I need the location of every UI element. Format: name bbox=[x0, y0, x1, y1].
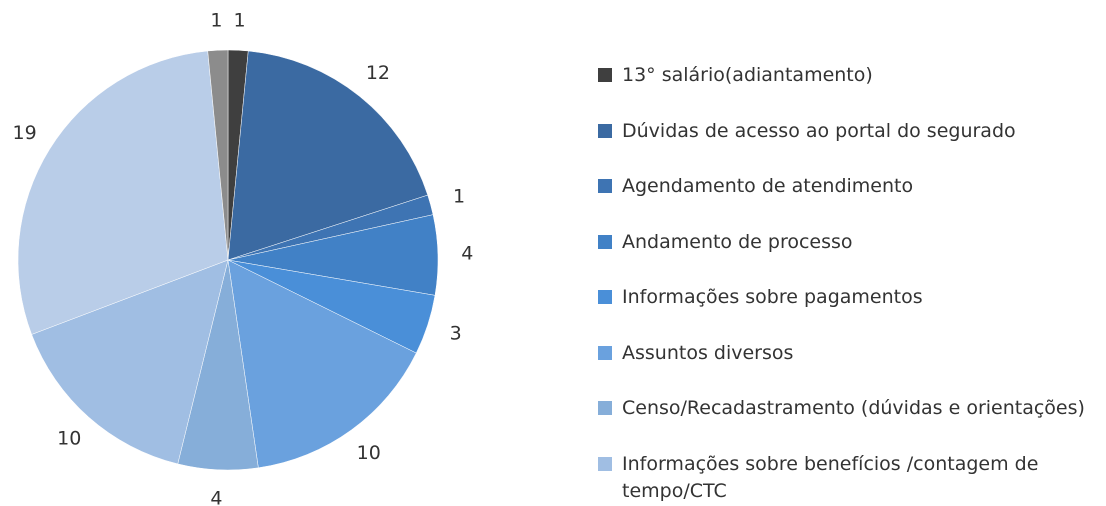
legend-item: Censo/Recadastramento (dúvidas e orienta… bbox=[598, 395, 1098, 451]
legend-swatch bbox=[598, 290, 612, 304]
pie-slice bbox=[31, 259, 229, 465]
pie-slice bbox=[227, 50, 429, 261]
legend-label: Informações sobre benefícios /contagem d… bbox=[622, 452, 1039, 502]
legend-item: Assuntos diversos bbox=[598, 340, 1098, 396]
legend-label: 13° salário(adiantamento) bbox=[622, 64, 873, 86]
legend-swatch bbox=[598, 68, 612, 82]
data-label: 1 bbox=[234, 9, 246, 31]
legend-label: Andamento de processo bbox=[622, 230, 853, 253]
legend-swatch bbox=[598, 401, 612, 415]
legend-swatch bbox=[598, 345, 612, 360]
data-label: 12 bbox=[366, 62, 390, 84]
legend-swatch bbox=[598, 234, 612, 249]
legend-item: Informações sobre benefícios /contagem d… bbox=[598, 451, 1098, 506]
legend-label: Censo/Recadastramento (dúvidas e orienta… bbox=[622, 397, 1085, 419]
data-label: 4 bbox=[461, 243, 473, 265]
legend-item: Dúvidas de acesso ao portal do segurado bbox=[598, 118, 1098, 174]
data-label: 1 bbox=[210, 9, 222, 31]
legend-item: Andamento de processo bbox=[598, 229, 1098, 285]
data-label: 10 bbox=[57, 428, 81, 450]
legend-item: Agendamento de atendimento bbox=[598, 173, 1098, 229]
legend-label: Informações sobre pagamentos bbox=[622, 286, 923, 308]
pie-slice bbox=[207, 49, 229, 261]
data-label: 3 bbox=[450, 322, 462, 344]
data-label: 1 bbox=[453, 186, 465, 208]
data-label: 4 bbox=[210, 488, 222, 506]
legend-label: Dúvidas de acesso ao portal do segurado bbox=[622, 119, 1016, 142]
data-label: 10 bbox=[357, 442, 381, 464]
pie-slice bbox=[227, 259, 417, 469]
legend-label: Agendamento de atendimento bbox=[622, 175, 914, 197]
legend-swatch bbox=[598, 179, 612, 193]
data-label: 19 bbox=[13, 122, 37, 144]
legend-item: Informações sobre pagamentos bbox=[598, 284, 1098, 340]
pie-slice bbox=[17, 50, 229, 335]
legend: 13° salário(adiantamento) Dúvidas de aces… bbox=[598, 62, 1098, 506]
legend-label: Assuntos diversos bbox=[622, 341, 794, 364]
legend-item: 13° salário(adiantamento) bbox=[598, 62, 1098, 118]
legend-swatch bbox=[598, 456, 612, 471]
chart: 1 12 1 4 3 10 4 10 19 1 bbox=[13, 9, 474, 506]
legend-swatch bbox=[598, 123, 612, 138]
